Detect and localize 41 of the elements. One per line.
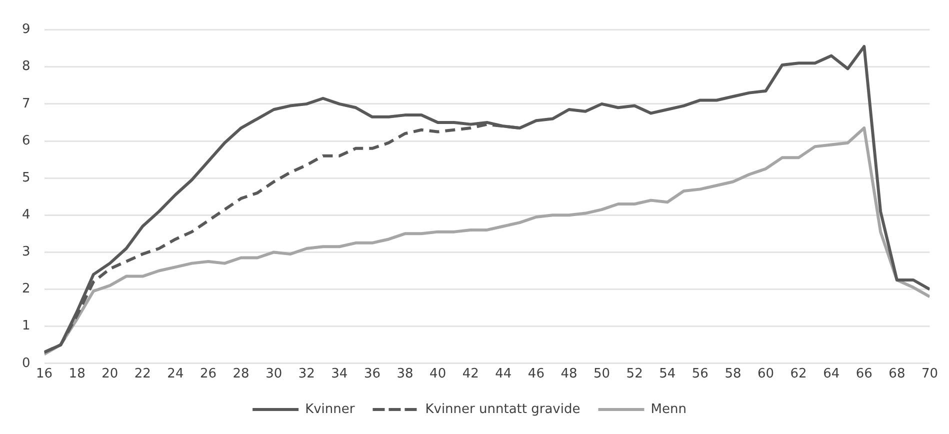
x-tick-label: 16 (36, 366, 53, 382)
y-tick-label: 4 (22, 208, 30, 223)
y-tick-label: 7 (22, 96, 30, 112)
y-tick-label: 8 (22, 59, 30, 74)
x-tick-label: 52 (626, 366, 643, 382)
x-tick-label: 42 (462, 366, 479, 382)
x-tick-label: 50 (594, 366, 610, 382)
x-tick-label: 26 (200, 366, 217, 382)
x-tick-label: 58 (724, 366, 742, 382)
x-tick-label: 48 (560, 366, 578, 382)
x-tick-label: 34 (331, 366, 348, 382)
y-tick-label: 6 (22, 133, 30, 148)
x-tick-label: 38 (396, 366, 414, 382)
y-tick-label: 0 (22, 356, 30, 371)
x-tick-label: 32 (298, 366, 315, 382)
x-tick-label: 66 (856, 366, 872, 382)
x-tick-label: 68 (888, 366, 906, 382)
y-tick-label: 2 (22, 282, 30, 297)
y-tick-label: 3 (22, 244, 30, 260)
x-tick-label: 18 (68, 366, 86, 382)
x-tick-label: 40 (430, 366, 446, 382)
legend-label: Kvinner unntatt gravide (425, 402, 580, 417)
x-tick-label: 22 (134, 366, 151, 382)
x-tick-label: 36 (364, 366, 380, 382)
x-tick-label: 28 (232, 366, 250, 382)
x-tick-label: 20 (102, 366, 118, 382)
x-tick-label: 60 (757, 366, 774, 382)
x-tick-label: 46 (528, 366, 544, 382)
y-tick-label: 5 (22, 170, 30, 186)
y-tick-label: 9 (22, 22, 30, 38)
x-tick-label: 54 (659, 366, 676, 382)
x-tick-label: 24 (167, 366, 184, 382)
legend-label: Menn (650, 402, 686, 417)
y-tick-label: 1 (22, 318, 30, 334)
x-tick-label: 62 (790, 366, 807, 382)
x-tick-label: 30 (266, 366, 282, 382)
x-tick-label: 64 (823, 366, 840, 382)
x-tick-label: 44 (495, 366, 512, 382)
x-tick-label: 56 (692, 366, 708, 382)
legend-label: Kvinner (305, 402, 356, 417)
x-tick-label: 70 (921, 366, 938, 382)
